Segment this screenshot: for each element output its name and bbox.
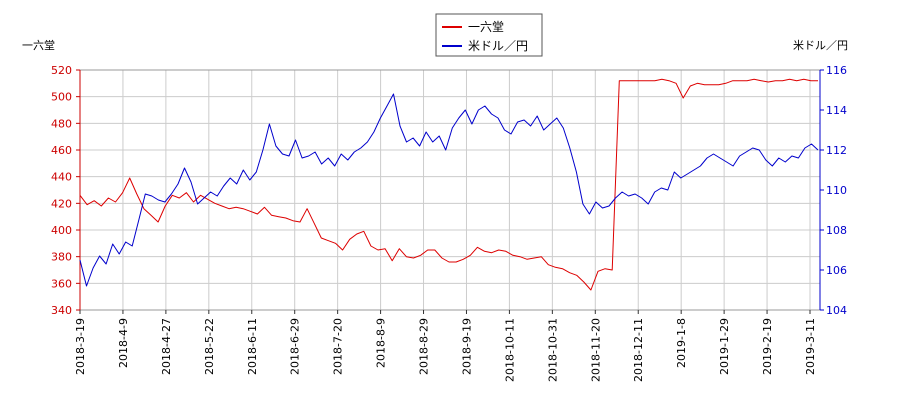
x-tick-label: 2019-1-29 <box>718 318 731 375</box>
x-tick-label: 2019-3-11 <box>804 318 817 375</box>
x-axis-ticks: 2018-3-19 2018-4-9 2018-4-27 2018-5-22 2018-… <box>74 310 817 382</box>
right-tick-label: 104 <box>826 304 847 317</box>
series-line-usdjpy <box>79 93 819 287</box>
x-tick-label: 2018-6-11 <box>246 318 259 375</box>
left-tick-label: 340 <box>51 304 72 317</box>
legend: 一六堂 米ドル／円 <box>435 13 543 57</box>
x-tick-label: 2018-4-9 <box>117 318 130 368</box>
x-tick-label: 2018-6-29 <box>289 318 302 375</box>
legend-box <box>435 13 543 57</box>
x-tick-label: 2018-8-29 <box>418 318 431 375</box>
left-axis-title: 一六堂 <box>22 39 55 52</box>
legend-label-ichirokudo: 一六堂 <box>468 20 504 34</box>
right-tick-label: 114 <box>826 104 847 117</box>
right-axis-title: 米ドル／円 <box>793 39 848 52</box>
x-tick-label: 2019-1-8 <box>675 318 688 368</box>
left-tick-label: 360 <box>51 277 72 290</box>
grid-lines <box>79 69 820 311</box>
x-tick-label: 2018-7-20 <box>332 318 345 375</box>
x-tick-label: 2018-4-27 <box>160 318 173 375</box>
x-tick-label: 2018-12-11 <box>632 318 645 382</box>
left-tick-label: 440 <box>51 171 72 184</box>
left-axis-ticks: 340 360 380 400 420 440 460 480 500 520 <box>51 64 81 317</box>
x-tick-label: 2019-2-19 <box>761 318 774 375</box>
right-tick-label: 112 <box>826 144 847 157</box>
left-tick-label: 480 <box>51 117 72 130</box>
left-tick-label: 400 <box>51 224 72 237</box>
right-tick-label: 106 <box>826 264 847 277</box>
x-tick-label: 2018-3-19 <box>74 318 87 375</box>
x-tick-label: 2018-10-31 <box>546 318 559 382</box>
left-tick-label: 380 <box>51 251 72 264</box>
x-tick-label: 2018-9-19 <box>460 318 473 375</box>
x-tick-label: 2018-10-11 <box>503 318 516 382</box>
series-line-ichirokudo <box>79 78 818 291</box>
legend-label-usdjpy: 米ドル／円 <box>468 39 528 53</box>
plot-frame <box>79 69 821 311</box>
right-tick-label: 108 <box>826 224 847 237</box>
x-tick-label: 2018-11-20 <box>589 318 602 382</box>
left-tick-label: 520 <box>51 64 72 77</box>
x-tick-label: 2018-8-9 <box>375 318 388 368</box>
right-tick-label: 110 <box>826 184 847 197</box>
left-tick-label: 500 <box>51 91 72 104</box>
right-axis-ticks: 104 106 108 110 112 114 116 <box>819 64 847 317</box>
x-tick-label: 2018-5-22 <box>203 318 216 375</box>
right-tick-label: 116 <box>826 64 847 77</box>
left-tick-label: 460 <box>51 144 72 157</box>
series-lines <box>79 78 819 291</box>
left-tick-label: 420 <box>51 197 72 210</box>
